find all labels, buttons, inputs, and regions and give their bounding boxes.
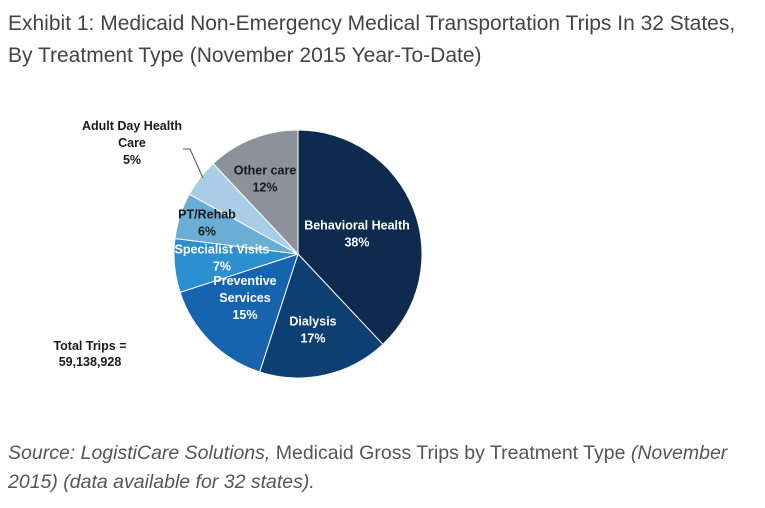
slice-label-preventive-services-0: Preventive xyxy=(213,274,276,288)
pie-slices xyxy=(173,129,423,379)
slice-label-specialist-visits-0: Specialist Visits xyxy=(175,243,270,257)
slice-label-preventive-services-2: 15% xyxy=(232,308,257,322)
adult-day-leader-line-2 xyxy=(189,148,204,179)
pie-slice-other-care xyxy=(212,129,299,256)
slice-label-adult-day-health-care-1: Care xyxy=(118,136,146,150)
total-trips-value: 59,138,928 xyxy=(59,355,122,369)
slice-label-pt-rehab-0: PT/Rehab xyxy=(178,208,236,222)
slice-label-dialysis-0: Dialysis xyxy=(289,315,336,329)
pie-labels: Behavioral Health 38% Dialysis 17% Preventiv… xyxy=(82,119,410,346)
pie-chart-svg: Behavioral Health 38% Dialysis 17% Preventiv… xyxy=(53,119,423,379)
pie-slice-behavioral-health xyxy=(297,129,423,346)
slice-label-behavioral-health-0: Behavioral Health xyxy=(304,219,410,233)
slice-label-adult-day-health-care-2: 5% xyxy=(123,153,141,167)
source-note: Source: LogistiCare Solutions, Medicaid … xyxy=(8,439,758,497)
slice-label-specialist-visits-1: 7% xyxy=(213,260,231,274)
source-prefix: Source: LogistiCare Solutions, xyxy=(8,442,271,464)
source-suffix: (November 2015) (data available for 32 s… xyxy=(8,442,728,493)
slice-label-behavioral-health-1: 38% xyxy=(344,236,369,250)
slice-label-adult-day-health-care-0: Adult Day Health xyxy=(82,119,182,133)
slice-label-pt-rehab-1: 6% xyxy=(198,225,216,239)
chart-title: Exhibit 1: Medicaid Non-Emergency Medica… xyxy=(8,12,736,67)
pie-chart: Behavioral Health 38% Dialysis 17% Preventiv… xyxy=(0,110,765,410)
slice-label-other-care-0: Other care xyxy=(234,164,297,178)
source-main: Medicaid Gross Trips by Treatment Type xyxy=(270,442,631,464)
pie-slice-dialysis xyxy=(259,253,384,379)
slice-label-dialysis-1: 17% xyxy=(300,332,325,346)
pie-slice-preventive-services xyxy=(179,253,299,373)
slice-label-preventive-services-1: Services xyxy=(219,291,270,305)
slice-label-other-care-1: 12% xyxy=(252,181,277,195)
total-trips-label: Total Trips = xyxy=(53,339,126,353)
